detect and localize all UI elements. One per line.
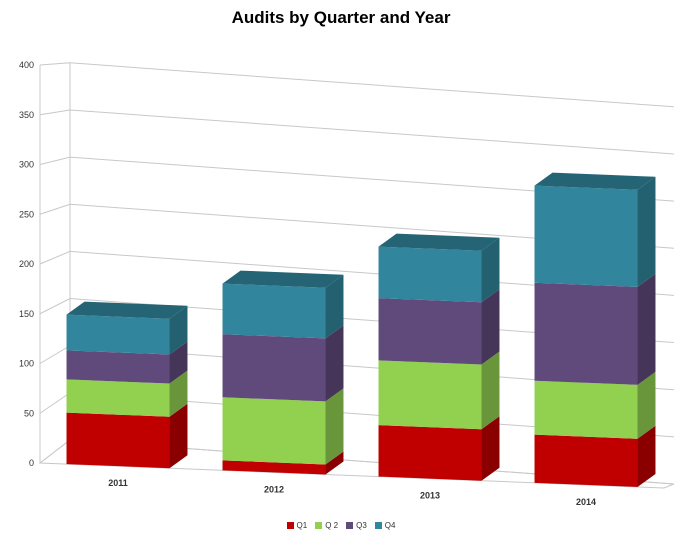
- legend-label: Q3: [356, 521, 367, 530]
- legend-swatch: [346, 522, 354, 529]
- y-tick-label: 100: [19, 359, 34, 369]
- legend-swatch: [286, 522, 294, 529]
- x-axis-ticks: 2011 2012 2013 2014: [108, 478, 596, 507]
- legend: Q1 Q 2 Q3 Q4: [0, 521, 682, 530]
- bar-side: [481, 237, 500, 303]
- bar-segment: [378, 289, 500, 365]
- y-tick-label: 300: [19, 160, 34, 170]
- y-axis-ticks: 0 50 100 150 200 250 300 350 400: [19, 60, 34, 468]
- bar-segment: [378, 351, 500, 430]
- bar-segment: [66, 301, 188, 355]
- y-tick-label: 0: [29, 458, 34, 468]
- legend-item: Q3: [346, 521, 367, 530]
- y-tick-label: 250: [19, 209, 34, 219]
- y-tick-label: 200: [19, 259, 34, 269]
- legend-label: Q4: [384, 521, 396, 530]
- y-tick-label: 400: [19, 60, 34, 70]
- bar-side: [169, 370, 188, 417]
- bar-top: [66, 301, 188, 319]
- bar-front: [378, 298, 482, 365]
- bar-front: [534, 185, 638, 287]
- bar-front: [378, 425, 482, 481]
- gridline: [39, 109, 675, 155]
- legend-item: Q 2: [315, 521, 338, 530]
- bar-side: [325, 451, 344, 475]
- legend-item: Q1: [286, 521, 308, 530]
- bar-segment: [222, 388, 344, 465]
- bar-front: [66, 379, 170, 417]
- bar-segment: [534, 425, 656, 487]
- legend-swatch: [315, 522, 323, 529]
- y-tick-label: 50: [24, 408, 34, 418]
- bar-front: [534, 282, 638, 385]
- bar-side: [169, 403, 188, 469]
- bar-segment: [66, 341, 188, 384]
- bar-top: [534, 172, 656, 190]
- x-tick-label: 2013: [420, 491, 440, 501]
- bar-front: [222, 460, 326, 475]
- bar-front: [66, 314, 170, 355]
- y-tick-label: 150: [19, 309, 34, 319]
- y-tick-label: 350: [19, 110, 34, 120]
- bar-front: [66, 412, 170, 469]
- gridline: [39, 62, 675, 108]
- bar-segment: [534, 273, 656, 385]
- bar-front: [222, 397, 326, 465]
- bar-segment: [66, 403, 188, 469]
- bar-front: [534, 380, 638, 439]
- bar-front: [222, 334, 326, 402]
- bar-side: [325, 274, 344, 339]
- x-tick-label: 2014: [576, 497, 596, 507]
- bar-side: [481, 289, 500, 365]
- bar-side: [637, 425, 656, 487]
- bar-side: [169, 305, 188, 355]
- chart-title: Audits by Quarter and Year: [231, 8, 451, 27]
- bar-front: [222, 283, 326, 339]
- bar-front: [534, 434, 638, 487]
- bar-front: [378, 246, 482, 303]
- bar-segment: [534, 371, 656, 439]
- bar-front: [66, 350, 170, 384]
- bar-segment: [222, 270, 344, 339]
- legend-label: Q 2: [325, 521, 339, 530]
- bar-side: [481, 416, 500, 481]
- bar-front: [378, 360, 482, 430]
- x-tick-label: 2011: [108, 478, 128, 488]
- bar-segment: [66, 370, 188, 417]
- bar-segment: [222, 325, 344, 402]
- bar-top: [378, 233, 500, 251]
- bar-segment: [378, 416, 500, 481]
- bar-side: [481, 351, 500, 430]
- bar-side: [325, 325, 344, 402]
- bar-segment: [378, 233, 500, 303]
- legend-label: Q1: [296, 521, 308, 530]
- x-tick-label: 2012: [264, 484, 284, 494]
- bar-side: [637, 273, 656, 385]
- bar-segment: [222, 451, 344, 475]
- bar-side: [637, 371, 656, 439]
- bar-side: [637, 176, 656, 287]
- bar-side: [169, 341, 188, 384]
- bar-segment: [534, 172, 656, 287]
- legend-item: Q4: [374, 521, 396, 530]
- legend-swatch: [374, 522, 382, 529]
- bar-top: [222, 270, 344, 288]
- bar-side: [325, 388, 344, 465]
- bars: [66, 172, 656, 487]
